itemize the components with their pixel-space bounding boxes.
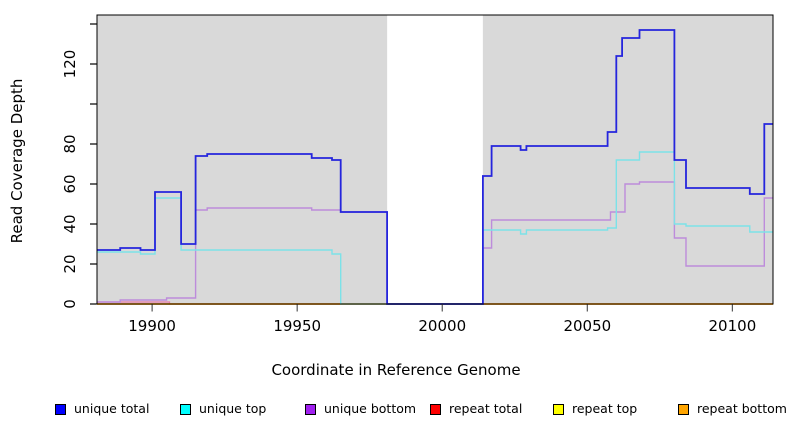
y-tick-label: 120 xyxy=(61,50,79,79)
legend-item-unique-top: unique top xyxy=(180,401,266,417)
y-tick-label: 20 xyxy=(61,254,79,273)
legend-label: unique total xyxy=(74,401,150,416)
y-tick-label: 60 xyxy=(61,174,79,193)
x-axis-title: Coordinate in Reference Genome xyxy=(271,361,521,379)
legend-label: unique bottom xyxy=(324,401,417,416)
series-line-unique-top xyxy=(97,151,773,305)
legend-label: repeat top xyxy=(572,401,638,416)
legend-label: repeat bottom xyxy=(697,401,787,416)
legend-item-unique-bottom: unique bottom xyxy=(305,401,416,417)
legend-swatch-repeat-bottom xyxy=(678,403,689,415)
y-tick-label: 40 xyxy=(61,214,79,233)
legend-swatch-unique-top xyxy=(180,403,191,415)
legend-item-repeat-bottom: repeat bottom xyxy=(678,401,787,417)
x-tick-label: 19900 xyxy=(128,317,176,335)
x-tick-label: 20000 xyxy=(418,317,466,335)
y-tick-label: 80 xyxy=(61,134,79,153)
y-axis-title: Read Coverage Depth xyxy=(8,78,26,244)
legend-swatch-unique-total xyxy=(55,403,66,415)
legend-item-unique-total: unique total xyxy=(55,401,149,417)
legend-label: repeat total xyxy=(449,401,523,416)
legend-swatch-repeat-total xyxy=(430,403,441,415)
plot-frame xyxy=(96,14,774,305)
legend-swatch-unique-bottom xyxy=(305,403,316,415)
legend-swatch-repeat-top xyxy=(553,403,564,415)
x-tick-label: 19950 xyxy=(273,317,321,335)
legend-item-repeat-top: repeat top xyxy=(553,401,637,417)
covered-region-band xyxy=(97,15,388,304)
series-line-unique-total xyxy=(97,29,773,305)
legend-label: unique top xyxy=(199,401,267,416)
y-tick-label: 0 xyxy=(61,299,79,309)
legend-item-repeat-total: repeat total xyxy=(430,401,522,417)
x-tick-label: 20100 xyxy=(709,317,757,335)
x-tick-label: 20050 xyxy=(563,317,611,335)
